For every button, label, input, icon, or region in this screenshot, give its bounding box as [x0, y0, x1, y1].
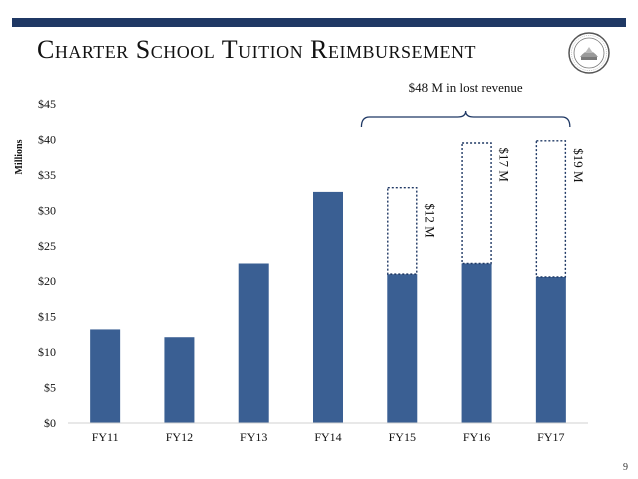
- gap-label: $17 M: [497, 148, 512, 183]
- annotation-brace: [360, 110, 571, 128]
- bar-fy15: [387, 274, 418, 423]
- bar-fy11: [90, 329, 121, 423]
- y-tick-label: $10: [38, 345, 56, 359]
- gap-label: $19 M: [571, 148, 586, 183]
- slide-title: Charter School Tuition Reimbursement: [37, 35, 476, 64]
- x-tick-label: FY12: [166, 430, 193, 444]
- annotation-text: $48 M in lost revenue: [409, 80, 523, 95]
- y-tick-label: $5: [44, 381, 56, 395]
- y-tick-label: $25: [38, 239, 56, 253]
- x-tick-label: FY14: [314, 430, 341, 444]
- gap-label: $12 M: [422, 203, 437, 238]
- bar-fy14: [313, 191, 343, 423]
- top-accent-bar: [12, 18, 626, 27]
- gap-bar-fy17: [535, 140, 567, 278]
- y-tick-label: $0: [44, 416, 56, 430]
- x-tick-label: FY13: [240, 430, 267, 444]
- y-tick-label: $40: [38, 132, 56, 146]
- x-tick-label: FY17: [537, 430, 564, 444]
- page-number: 9: [623, 462, 628, 473]
- y-tick-label: $35: [38, 168, 56, 182]
- y-tick-label: $15: [38, 310, 56, 324]
- y-axis-title: Millions: [14, 139, 25, 174]
- bar-fy16: [461, 263, 492, 423]
- y-tick-label: $20: [38, 274, 56, 288]
- gap-bar-fy15: [387, 186, 418, 275]
- x-tick-label: FY16: [463, 430, 490, 444]
- state-seal-icon: [568, 32, 610, 74]
- x-tick-label: FY11: [92, 430, 119, 444]
- bar-fy13: [238, 263, 269, 423]
- gap-bar-fy16: [461, 142, 492, 265]
- y-tick-label: $30: [38, 203, 56, 217]
- x-tick-label: FY15: [389, 430, 416, 444]
- bar-fy12: [164, 337, 195, 423]
- bar-fy17: [535, 276, 566, 423]
- y-tick-label: $45: [38, 97, 56, 111]
